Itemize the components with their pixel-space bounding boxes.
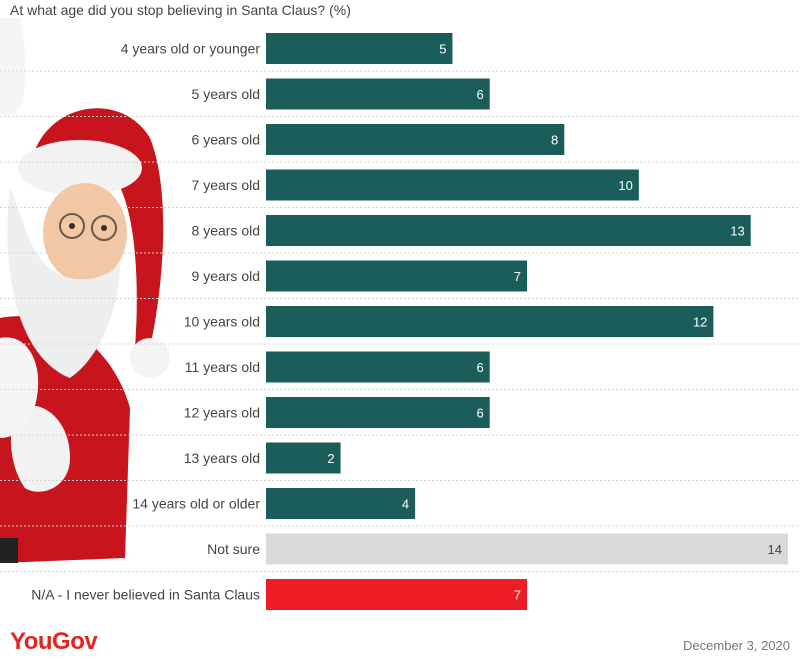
- santa-eye-right: [101, 225, 107, 231]
- santa-hat-pompom: [130, 338, 170, 378]
- category-label: 14 years old or older: [132, 496, 260, 512]
- bar: [266, 33, 453, 64]
- value-label: 13: [730, 224, 744, 239]
- bar: [266, 215, 751, 246]
- bar: [266, 397, 490, 428]
- category-label: 11 years old: [185, 359, 260, 375]
- bar: [266, 488, 416, 519]
- category-label: N/A - I never believed in Santa Claus: [31, 587, 260, 603]
- chart-title: At what age did you stop believing in Sa…: [10, 2, 351, 18]
- santa-belt: [0, 538, 18, 563]
- category-label: 9 years old: [192, 268, 260, 284]
- santa-glasses-right: [91, 215, 117, 241]
- santa-hat-brim: [18, 140, 142, 196]
- value-label: 4: [402, 497, 409, 512]
- bar: [266, 533, 788, 565]
- santa-sleeve-cuff: [10, 405, 71, 492]
- yougov-logo: YouGov: [10, 628, 98, 655]
- santa-glove-lower: [0, 337, 39, 438]
- value-label: 8: [551, 133, 558, 148]
- santa-glove-upper: [0, 18, 26, 116]
- bar: [266, 78, 490, 110]
- category-label: 10 years old: [184, 314, 260, 330]
- category-label: 12 years old: [184, 405, 260, 421]
- value-label: 14: [768, 542, 782, 557]
- value-label: 5: [439, 42, 446, 57]
- value-label: 7: [514, 269, 521, 284]
- bar: [266, 124, 565, 155]
- value-label: 7: [514, 588, 521, 603]
- category-label: 8 years old: [192, 223, 260, 239]
- value-label: 2: [327, 451, 334, 466]
- bar: [266, 351, 490, 383]
- category-label: 6 years old: [192, 132, 260, 148]
- bar: [266, 442, 341, 474]
- santa-eye-left: [69, 223, 75, 229]
- publication-date: December 3, 2020: [683, 638, 790, 653]
- santa-beard: [7, 188, 120, 378]
- category-label: 5 years old: [192, 86, 260, 102]
- value-label: 6: [476, 406, 483, 421]
- category-label: 4 years old or younger: [121, 41, 261, 57]
- category-label: 7 years old: [192, 177, 260, 193]
- bar: [266, 579, 527, 610]
- value-label: 12: [693, 315, 707, 330]
- category-label: 13 years old: [184, 450, 260, 466]
- santa-glasses-left: [59, 213, 85, 239]
- bar: [266, 169, 639, 201]
- value-label: 6: [476, 87, 483, 102]
- category-label: Not sure: [207, 541, 260, 557]
- bar: [266, 306, 714, 337]
- value-label: 6: [476, 360, 483, 375]
- value-label: 10: [618, 178, 632, 193]
- santa-claus-illustration: [0, 18, 170, 563]
- bar: [266, 260, 527, 292]
